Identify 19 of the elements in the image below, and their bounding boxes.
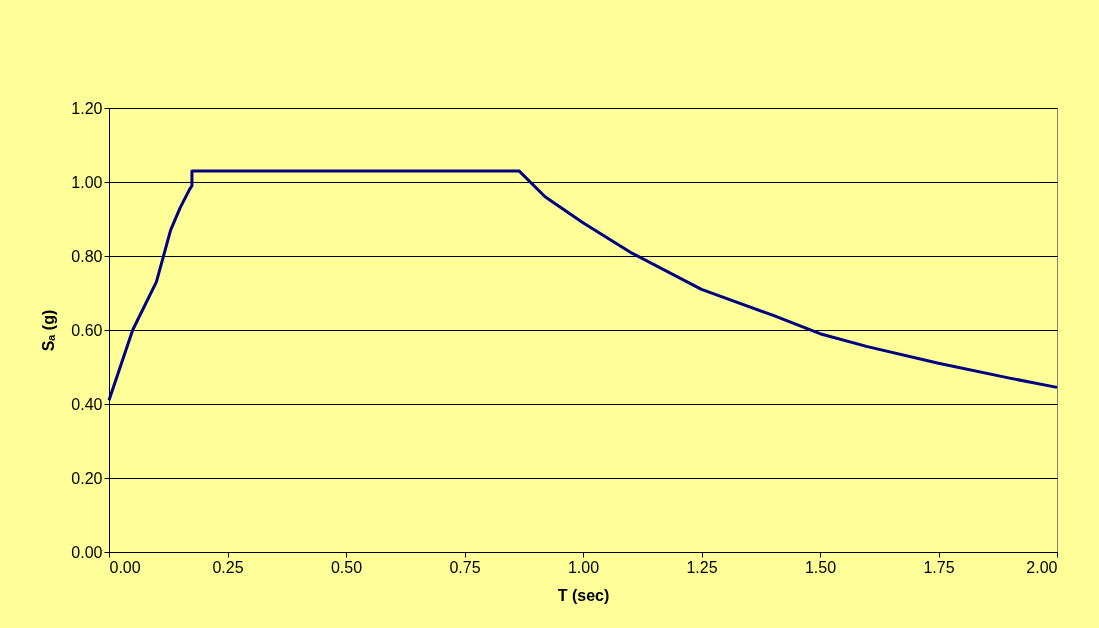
line-series <box>107 169 1059 402</box>
x-tick-label: 1.50 <box>804 558 837 576</box>
x-tick-label: 0.00 <box>109 558 141 576</box>
x-tick-label: 0.25 <box>212 558 244 576</box>
x-axis-title: T (sec) <box>557 586 610 604</box>
y-tick-label: 0.60 <box>71 321 103 339</box>
y-tick-label: 0.20 <box>71 469 103 487</box>
x-tick-label: 1.00 <box>567 558 600 576</box>
y-tick-label: 0.40 <box>71 395 103 413</box>
y-tick-label: 0.00 <box>71 543 103 561</box>
y-tick-label: 1.00 <box>71 173 103 191</box>
y-axis-title: Sₐ (g) <box>40 309 58 352</box>
x-tick-label: 1.25 <box>686 558 718 576</box>
x-tick-label: 2.00 <box>1026 558 1058 576</box>
y-tick-label: 1.20 <box>71 99 103 117</box>
x-tick-label: 1.75 <box>923 558 955 576</box>
x-tick-label: 0.50 <box>330 558 363 576</box>
x-tick-label: 0.75 <box>449 558 481 576</box>
y-tick-label: 0.80 <box>71 247 103 265</box>
